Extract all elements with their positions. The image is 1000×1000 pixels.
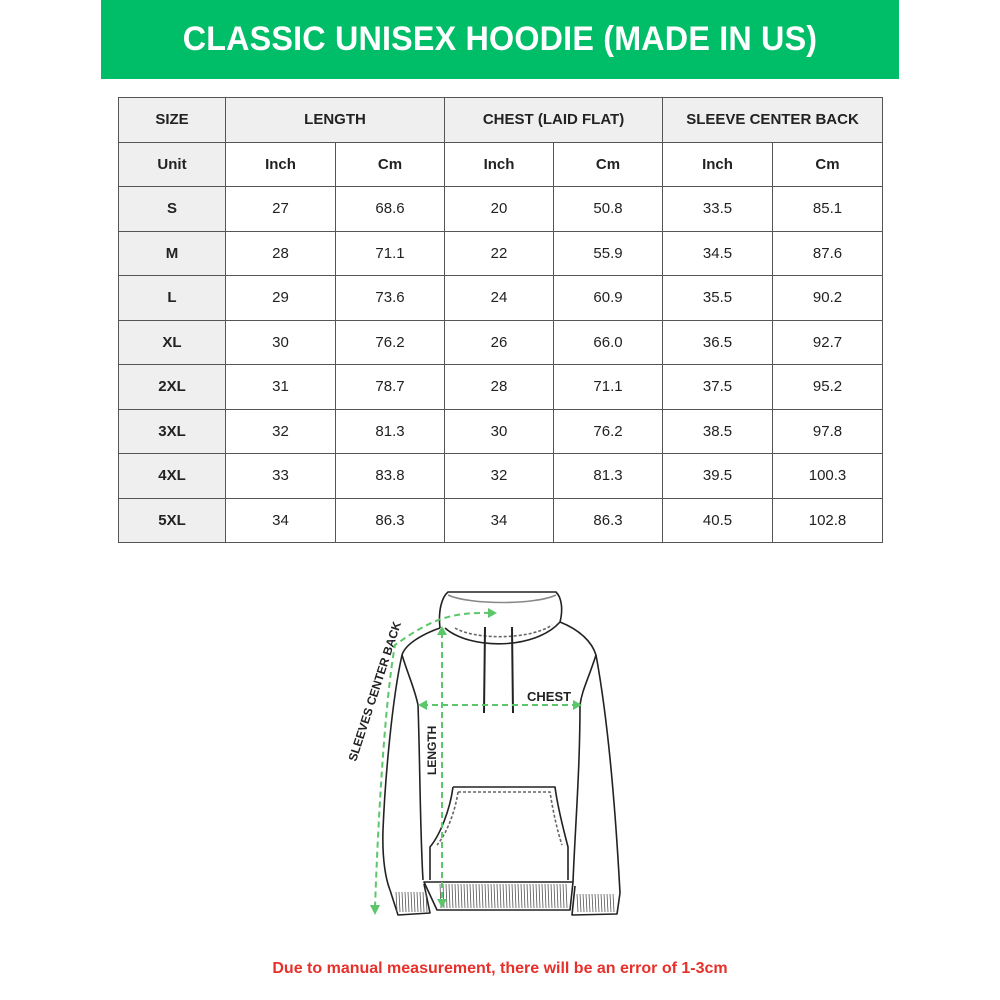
ribbing: [395, 883, 615, 913]
value-cell: 60.9: [553, 275, 664, 321]
table-row: 4XL 33 83.8 32 81.3 39.5 100.3: [118, 453, 884, 499]
value-cell: 81.3: [334, 408, 446, 454]
header-chest: CHEST (LAID FLAT): [444, 97, 664, 143]
value-cell: 35.5: [662, 275, 774, 321]
sleeve-arrow: [374, 611, 491, 909]
arrow-heads: [370, 608, 582, 915]
value-cell: 26: [444, 319, 555, 365]
table-row: 3XL 32 81.3 30 76.2 38.5 97.8: [118, 408, 884, 454]
unit-cell: Inch: [662, 141, 774, 187]
value-cell: 71.1: [553, 364, 664, 410]
value-cell: 32: [444, 453, 555, 499]
value-cell: 85.1: [772, 186, 884, 232]
value-cell: 83.8: [334, 453, 446, 499]
unit-cell: Inch: [225, 141, 336, 187]
chest-label: CHEST: [527, 689, 571, 704]
size-cell: XL: [118, 319, 226, 365]
unit-cell: Cm: [553, 141, 664, 187]
size-cell: L: [118, 275, 226, 321]
hoodie-outline: [382, 591, 621, 916]
value-cell: 86.3: [334, 497, 446, 543]
group-header-row: SIZE LENGTH CHEST (LAID FLAT) SLEEVE CEN…: [118, 97, 884, 143]
table-row: M 28 71.1 22 55.9 34.5 87.6: [118, 230, 884, 276]
value-cell: 68.6: [334, 186, 446, 232]
value-cell: 40.5: [662, 497, 774, 543]
value-cell: 100.3: [772, 453, 884, 499]
size-cell: M: [118, 230, 226, 276]
value-cell: 20: [444, 186, 555, 232]
size-cell: 2XL: [118, 364, 226, 410]
unit-cell: Cm: [772, 141, 884, 187]
value-cell: 28: [444, 364, 555, 410]
title-banner: CLASSIC UNISEX HOODIE (MADE IN US): [101, 0, 899, 79]
table-row: 5XL 34 86.3 34 86.3 40.5 102.8: [118, 497, 884, 543]
value-cell: 34: [444, 497, 555, 543]
length-label: LENGTH: [425, 726, 439, 775]
size-cell: 4XL: [118, 453, 226, 499]
table-row: 2XL 31 78.7 28 71.1 37.5 95.2: [118, 364, 884, 410]
measurement-note: Due to manual measurement, there will be…: [272, 960, 728, 977]
value-cell: 37.5: [662, 364, 774, 410]
page-title: CLASSIC UNISEX HOODIE (MADE IN US): [182, 20, 818, 58]
value-cell: 34: [225, 497, 336, 543]
header-size: SIZE: [118, 97, 226, 143]
header-length: LENGTH: [224, 97, 446, 143]
value-cell: 30: [444, 408, 555, 454]
header-sleeve: SLEEVE CENTER BACK: [662, 97, 884, 143]
value-cell: 102.8: [772, 497, 884, 543]
value-cell: 86.3: [553, 497, 664, 543]
size-chart-table: SIZE LENGTH CHEST (LAID FLAT) SLEEVE CEN…: [118, 97, 884, 543]
value-cell: 30: [225, 319, 336, 365]
measurement-arrows: [374, 611, 576, 909]
value-cell: 39.5: [662, 453, 774, 499]
unit-label: Unit: [118, 141, 226, 187]
value-cell: 71.1: [334, 230, 446, 276]
value-cell: 78.7: [334, 364, 446, 410]
value-cell: 87.6: [772, 230, 884, 276]
table-row: L 29 73.6 24 60.9 35.5 90.2: [118, 275, 884, 321]
value-cell: 76.2: [334, 319, 446, 365]
unit-row: Unit Inch Cm Inch Cm Inch Cm: [118, 141, 884, 187]
unit-cell: Cm: [334, 141, 446, 187]
value-cell: 92.7: [772, 319, 884, 365]
value-cell: 31: [225, 364, 336, 410]
size-cell: S: [118, 186, 226, 232]
unit-cell: Inch: [444, 141, 555, 187]
